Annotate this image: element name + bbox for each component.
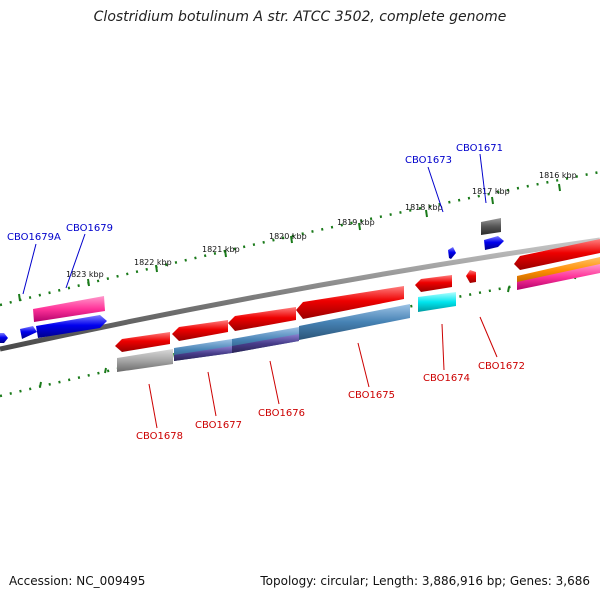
gene-track-cbo1671	[481, 218, 501, 235]
kbp-label-1818: 1818 kbp	[405, 203, 443, 212]
gene-track-cbo1676-sub	[232, 334, 299, 353]
gene-labels: CBO1679A CBO1679 CBO1673 CBO1671 CBO1678…	[7, 143, 525, 442]
gene-track-right-pink	[517, 264, 600, 290]
genome-backbone	[0, 237, 600, 352]
gene-track-cbo1677-sub	[174, 346, 232, 361]
kbp-label-1823: 1823 kbp	[66, 270, 104, 279]
kbp-label-1822: 1822 kbp	[134, 258, 172, 267]
cds-arrow-cbo1672[interactable]	[466, 270, 476, 283]
gene-track-cbo1675	[299, 304, 410, 340]
gene-label-cbo1675[interactable]: CBO1675	[348, 390, 395, 401]
kbp-label-1819: 1819 kbp	[337, 218, 375, 227]
cds-arrow-right-edge	[514, 239, 600, 270]
kbp-scale: 1823 kbp 1822 kbp 1821 kbp 1820 kbp 1819…	[66, 171, 577, 279]
gene-label-cbo1679[interactable]: CBO1679	[66, 223, 113, 234]
kbp-label-1816: 1816 kbp	[539, 171, 577, 180]
kbp-label-1817: 1817 kbp	[472, 187, 510, 196]
gene-label-cbo1677[interactable]: CBO1677	[195, 420, 242, 431]
cds-arrow-cbo1678[interactable]	[115, 332, 170, 352]
cds-arrow-cbo1679a[interactable]	[20, 326, 37, 339]
genome-summary: Topology: circular; Length: 3,886,916 bp…	[260, 574, 590, 588]
gene-label-cbo1676[interactable]: CBO1676	[258, 408, 305, 419]
cds-arrow-left-edge	[0, 333, 8, 343]
cds-arrow-cbo1677[interactable]	[172, 320, 228, 341]
cds-arrow-cbo1671[interactable]	[484, 236, 504, 250]
accession-label: Accession: NC_009495	[9, 574, 146, 588]
gene-label-cbo1674[interactable]: CBO1674	[423, 373, 470, 384]
gene-track-cbo1674	[418, 292, 456, 312]
gene-label-cbo1678[interactable]: CBO1678	[136, 431, 183, 442]
cds-arrow-cbo1679[interactable]	[36, 315, 107, 338]
gene-label-cbo1673[interactable]: CBO1673	[405, 155, 452, 166]
gene-track-cbo1678	[117, 349, 173, 372]
gene-label-cbo1671[interactable]: CBO1671	[456, 143, 503, 154]
callout-lines	[22, 153, 498, 429]
reverse-strand-features	[115, 239, 600, 372]
gene-label-cbo1679a[interactable]: CBO1679A	[7, 232, 61, 243]
map-title: Clostridium botulinum A str. ATCC 3502, …	[93, 9, 507, 25]
cds-arrow-cbo1675[interactable]	[296, 286, 404, 319]
forward-strand-features	[0, 218, 504, 343]
gene-track-cbo1679	[33, 296, 105, 322]
gene-label-cbo1672[interactable]: CBO1672	[478, 361, 525, 372]
cds-arrow-cbo1674[interactable]	[415, 275, 452, 292]
kbp-label-1821: 1821 kbp	[202, 245, 240, 254]
cds-arrow-cbo1676[interactable]	[228, 307, 296, 331]
cds-arrow-cbo1673[interactable]	[448, 247, 456, 259]
outer-major-ticks	[18, 183, 561, 302]
kbp-label-1820: 1820 kbp	[269, 232, 307, 241]
